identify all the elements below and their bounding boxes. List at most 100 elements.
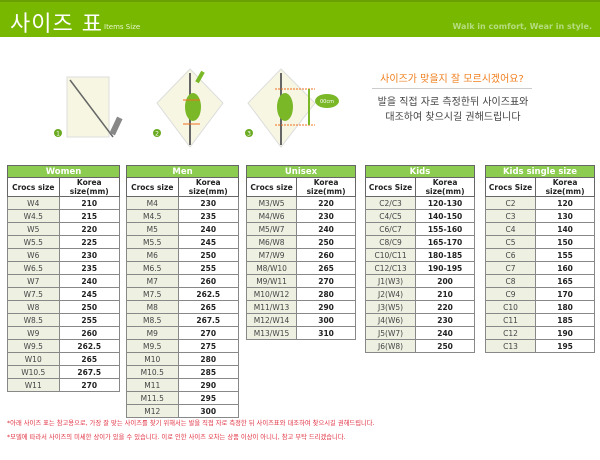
korea-size-cell: 155	[535, 248, 595, 262]
table-row: M6.5 255	[126, 261, 240, 275]
crocs-size-cell: W5	[7, 222, 60, 236]
table-row: W9 260	[7, 326, 121, 340]
korea-size-cell: 260	[296, 248, 356, 262]
measure-label: 00cm	[320, 99, 334, 105]
korea-size-cell: 155-160	[415, 222, 475, 236]
crocs-size-cell: C4/C5	[364, 209, 417, 223]
crocs-size-cell: C10	[484, 300, 537, 314]
korea-size-cell: 230	[58, 248, 121, 262]
crocs-size-cell: M8	[126, 300, 179, 314]
guide-question: 사이즈가 맞을지 잘 모르시겠어요?	[372, 70, 532, 89]
korea-size-cell: 262.5	[177, 287, 240, 301]
crocs-size-cell: M12/W14	[245, 313, 298, 327]
crocs-size-cell: M9.5	[126, 339, 179, 353]
crocs-size-cell: M11	[126, 378, 179, 392]
crocs-size-cell: C3	[484, 209, 537, 223]
korea-size-cell: 285	[177, 365, 240, 379]
crocs-size-cell: C12/C13	[364, 261, 417, 275]
crocs-size-cell: M5	[126, 222, 179, 236]
measure-guide-illustration: 1 2 00cm 3	[54, 68, 339, 148]
korea-size-cell: 245	[177, 235, 240, 249]
table-row: M9/W11 270	[245, 274, 356, 288]
korea-size-cell: 265	[296, 261, 356, 275]
korea-size-cell: 185	[535, 313, 595, 327]
crocs-size-cell: W8.5	[7, 313, 60, 327]
table-row: J1(W3) 200	[364, 274, 475, 288]
crocs-size-cell: C2	[484, 196, 537, 210]
table-row: W6.5 235	[7, 261, 121, 275]
table-row: M5/W7 240	[245, 222, 356, 236]
korea-size-cell: 190	[535, 326, 595, 340]
crocs-size-cell: W6	[7, 248, 60, 262]
korea-size-cell: 220	[296, 196, 356, 210]
table-row: M6/W8 250	[245, 235, 356, 249]
crocs-size-cell: M4/W6	[245, 209, 298, 223]
page-title: 사이즈 표	[10, 12, 103, 37]
guide-description: 발을 직접 자로 측정한뒤 사이즈표와 대조하여 찾으시길 권해드립니다	[377, 97, 529, 123]
svg-text:1: 1	[56, 131, 60, 138]
crocs-size-cell: M6.5	[126, 261, 179, 275]
table-row: C2/C3 120-130	[364, 196, 475, 210]
size-table-women: Women Crocs size Korea size(mm) W4 210 W4.5 2…	[7, 165, 121, 392]
crocs-size-cell: W8	[7, 300, 60, 314]
korea-size-cell: 255	[177, 261, 240, 275]
korea-size-cell: 290	[296, 300, 356, 314]
table-row: M6 250	[126, 248, 240, 262]
slogan: Walk in comfort, Wear in style.	[452, 22, 592, 31]
korea-size-cell: 270	[296, 274, 356, 288]
korea-size-cell: 260	[58, 326, 121, 340]
table-row: C13 195	[484, 339, 595, 353]
crocs-size-cell: W4.5	[7, 209, 60, 223]
korea-size-cell: 170	[535, 287, 595, 301]
crocs-size-cell: C9	[484, 287, 537, 301]
korea-size-cell: 290	[177, 378, 240, 392]
korea-size-cell: 300	[177, 404, 240, 418]
korea-size-cell: 215	[58, 209, 121, 223]
crocs-size-cell: M7.5	[126, 287, 179, 301]
crocs-size-cell: W10	[7, 352, 60, 366]
table-title: Kids single size	[485, 165, 595, 178]
table-title: Unisex	[246, 165, 356, 178]
crocs-size-cell: C8/C9	[364, 235, 417, 249]
crocs-size-cell: W7	[7, 274, 60, 288]
crocs-size-cell: J1(W3)	[364, 274, 417, 288]
table-row: C4 140	[484, 222, 595, 236]
note-2: *모델에 따라서 사이즈의 미세한 상이가 있을 수 있습니다. 이로 인한 사…	[7, 434, 346, 441]
column-header-korea-size: Korea size(mm)	[535, 177, 595, 197]
crocs-size-cell: J5(W7)	[364, 326, 417, 340]
korea-size-cell: 160	[535, 261, 595, 275]
table-row: C6/C7 155-160	[364, 222, 475, 236]
korea-size-cell: 255	[58, 313, 121, 327]
crocs-size-cell: C7	[484, 261, 537, 275]
table-row: M9.5 275	[126, 339, 240, 353]
crocs-size-cell: C10/C11	[364, 248, 417, 262]
korea-size-cell: 150	[535, 235, 595, 249]
crocs-size-cell: W4	[7, 196, 60, 210]
table-row: W8 250	[7, 300, 121, 314]
crocs-size-cell: J3(W5)	[364, 300, 417, 314]
table-row: C9 170	[484, 287, 595, 301]
korea-size-cell: 235	[177, 209, 240, 223]
table-row: W5 220	[7, 222, 121, 236]
korea-size-cell: 210	[58, 196, 121, 210]
table-row: W7 240	[7, 274, 121, 288]
table-row: J3(W5) 220	[364, 300, 475, 314]
table-row: W11 270	[7, 378, 121, 392]
crocs-size-cell: M3/W5	[245, 196, 298, 210]
korea-size-cell: 250	[58, 300, 121, 314]
crocs-size-cell: M5/W7	[245, 222, 298, 236]
table-row: M10.5 285	[126, 365, 240, 379]
table-row: W10 265	[7, 352, 121, 366]
korea-size-cell: 230	[296, 209, 356, 223]
crocs-size-cell: M11/W13	[245, 300, 298, 314]
crocs-size-cell: M4	[126, 196, 179, 210]
note-1: *아래 사이즈 표는 참고용으로, 가장 잘 맞는 사이즈를 찾기 위해서는 발…	[7, 420, 375, 427]
korea-size-cell: 265	[177, 300, 240, 314]
svg-text:3: 3	[247, 131, 251, 138]
column-header-crocs-size: Crocs Size	[484, 177, 537, 197]
crocs-size-cell: C12	[484, 326, 537, 340]
korea-size-cell: 180-185	[415, 248, 475, 262]
korea-size-cell: 200	[415, 274, 475, 288]
size-table-men: Men Crocs size Korea size(mm) M4 230 M4.5 235…	[126, 165, 240, 418]
step-1-illustration: 1	[54, 76, 123, 138]
